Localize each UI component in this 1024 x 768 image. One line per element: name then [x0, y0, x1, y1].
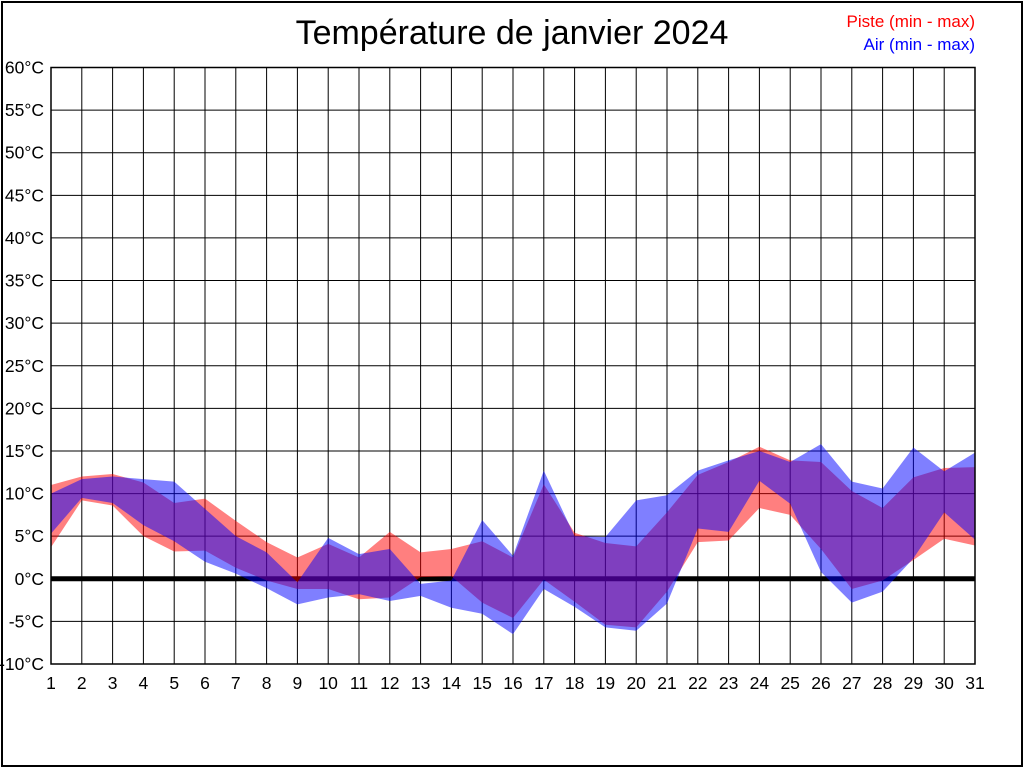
- y-tick-label: 35°C: [5, 271, 44, 291]
- y-tick-label: 15°C: [5, 441, 44, 461]
- x-tick-label: 6: [200, 673, 210, 693]
- chart-legend: Piste (min - max) Air (min - max): [847, 10, 975, 56]
- x-tick-label: 3: [108, 673, 118, 693]
- y-tick-label: 30°C: [5, 313, 44, 333]
- x-tick-label: 5: [169, 673, 179, 693]
- x-tick-label: 23: [719, 673, 738, 693]
- y-tick-label: 10°C: [5, 484, 44, 504]
- y-tick-label: 50°C: [5, 143, 44, 163]
- legend-item-piste: Piste (min - max): [846, 12, 975, 31]
- y-tick-label: 5°C: [15, 526, 44, 546]
- y-tick-label: 45°C: [5, 185, 44, 205]
- x-tick-label: 15: [472, 673, 491, 693]
- x-tick-label: 8: [262, 673, 272, 693]
- x-tick-label: 18: [565, 673, 584, 693]
- x-tick-label: 2: [77, 673, 87, 693]
- x-tick-label: 10: [318, 673, 338, 693]
- plot-border: [50, 66, 976, 665]
- x-tick-label: 1: [46, 673, 56, 693]
- y-tick-label: 25°C: [5, 356, 44, 376]
- x-tick-label: 22: [688, 673, 707, 693]
- x-tick-label: 11: [350, 673, 368, 693]
- x-tick-label: 30: [934, 673, 954, 693]
- x-tick-label: 21: [657, 673, 676, 693]
- x-tick-label: 14: [442, 673, 462, 693]
- chart-title: Température de janvier 2024: [295, 14, 729, 52]
- x-tick-label: 24: [750, 673, 770, 693]
- x-tick-label: 20: [626, 673, 646, 693]
- x-tick-label: 7: [231, 673, 241, 693]
- legend-item-air: Air (min - max): [863, 35, 975, 54]
- x-tick-label: 17: [534, 673, 553, 693]
- x-tick-label: 25: [780, 673, 799, 693]
- x-tick-label: 9: [293, 673, 303, 693]
- air-range-band: [51, 444, 975, 635]
- y-tick-label: -10°C: [0, 654, 44, 674]
- x-tick-label: 26: [811, 673, 830, 693]
- y-tick-label: 55°C: [5, 100, 44, 120]
- x-tick-label: 4: [139, 673, 149, 693]
- y-tick-label: 20°C: [5, 398, 44, 418]
- x-tick-label: 12: [380, 673, 399, 693]
- y-tick-label: 40°C: [5, 228, 44, 248]
- x-tick-label: 27: [842, 673, 861, 693]
- x-tick-label: 16: [503, 673, 522, 693]
- x-tick-label: 31: [965, 673, 984, 693]
- y-tick-label: -5°C: [9, 611, 44, 631]
- x-tick-label: 19: [596, 673, 615, 693]
- y-tick-label: 60°C: [5, 58, 44, 78]
- x-tick-label: 28: [873, 673, 892, 693]
- y-tick-label: 0°C: [15, 569, 44, 589]
- x-tick-label: 29: [904, 673, 923, 693]
- x-tick-label: 13: [411, 673, 430, 693]
